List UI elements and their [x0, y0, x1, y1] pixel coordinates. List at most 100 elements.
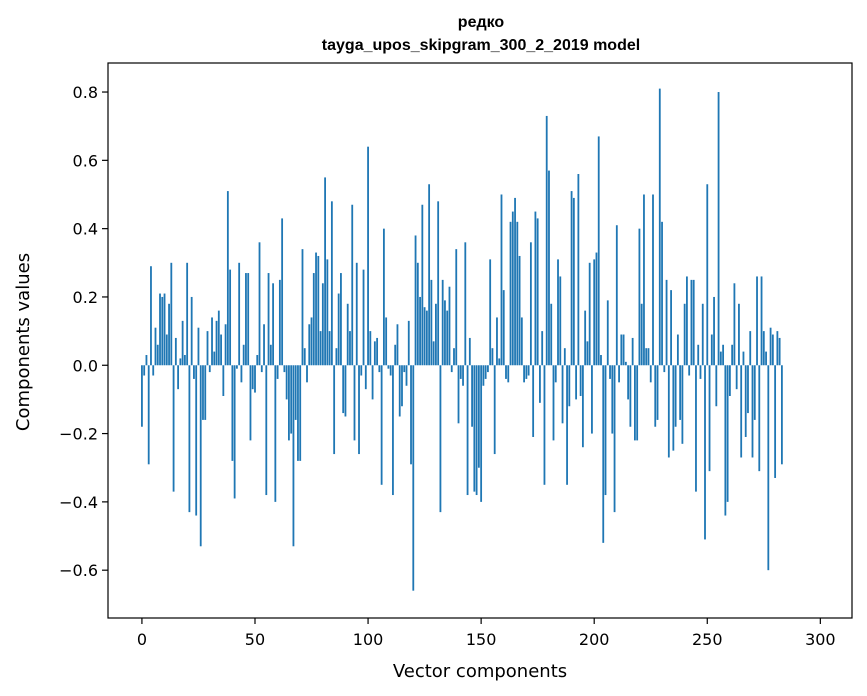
bar [231, 365, 234, 461]
bar [738, 303, 740, 366]
bar [412, 365, 415, 591]
y-tick-label: −0.4 [59, 493, 98, 512]
bar [722, 344, 725, 366]
bar [249, 365, 252, 441]
bar [425, 310, 428, 366]
bar [670, 290, 672, 366]
bar [520, 317, 523, 366]
bar [283, 365, 286, 373]
bar [667, 365, 670, 458]
bar [156, 344, 159, 366]
bar [217, 310, 220, 366]
bar [771, 334, 774, 366]
bar [254, 365, 256, 393]
bar [568, 365, 571, 407]
y-axis-label: Components values [13, 253, 34, 431]
bar [362, 269, 365, 366]
bar [435, 303, 437, 366]
bar [236, 365, 238, 369]
bar [591, 365, 593, 434]
bar [572, 197, 575, 366]
bar [392, 365, 394, 496]
y-tick-label: 0.0 [73, 356, 98, 375]
bar [441, 279, 444, 366]
bar [141, 365, 143, 427]
bar [260, 365, 263, 373]
bar [769, 327, 772, 366]
bar [145, 355, 148, 366]
bar [586, 341, 589, 366]
bar [315, 252, 317, 366]
bar [624, 361, 627, 366]
bar [161, 296, 164, 366]
bar [756, 276, 758, 366]
bar [378, 365, 381, 373]
bar [326, 259, 329, 366]
bar [471, 365, 473, 427]
bar [602, 365, 605, 543]
bar [554, 365, 557, 383]
bar [636, 365, 639, 441]
bar [713, 296, 715, 366]
bar [222, 365, 225, 396]
x-tick-label: 50 [245, 630, 265, 649]
bar [188, 365, 191, 513]
bar [523, 365, 525, 383]
bar [206, 331, 209, 366]
bar [154, 327, 157, 366]
bar [233, 365, 236, 499]
bar [301, 249, 304, 366]
bar [181, 320, 184, 366]
bar [177, 365, 180, 390]
bar [758, 365, 761, 472]
x-axis-label: Vector components [393, 661, 567, 682]
bar [405, 365, 408, 386]
bar [398, 365, 401, 417]
bar [681, 365, 684, 444]
bar [208, 365, 211, 373]
bar [251, 365, 254, 390]
bar [387, 365, 390, 369]
bar [238, 262, 241, 366]
bar [269, 344, 272, 366]
bar [159, 293, 161, 366]
bar [355, 262, 358, 366]
bar [774, 365, 777, 478]
bar [618, 365, 620, 383]
bar [726, 365, 729, 502]
bar [466, 365, 469, 496]
bar [688, 365, 691, 376]
bar [292, 365, 295, 547]
bar [382, 228, 385, 366]
bar [760, 276, 763, 366]
bar [529, 242, 532, 366]
bar [502, 290, 505, 366]
bar [609, 365, 611, 379]
bar [767, 365, 770, 571]
bar [389, 365, 392, 376]
bar [414, 235, 417, 366]
bar [215, 320, 218, 366]
bar [464, 242, 467, 366]
bar [360, 365, 363, 376]
bar [704, 365, 706, 540]
bar [484, 365, 487, 379]
bar [430, 279, 433, 366]
bar [344, 365, 347, 417]
bar [584, 310, 587, 366]
bar [247, 273, 250, 366]
bar [776, 331, 779, 366]
bar [337, 293, 340, 366]
bar [717, 92, 720, 366]
bar [353, 365, 356, 441]
bar [654, 365, 657, 427]
bar [514, 197, 516, 366]
bar [566, 365, 568, 485]
bar [627, 365, 630, 400]
bar [593, 259, 596, 366]
bar [534, 211, 537, 366]
bar [532, 365, 535, 437]
plot-frame [107, 62, 853, 619]
bar [220, 334, 222, 366]
bar [581, 365, 584, 448]
